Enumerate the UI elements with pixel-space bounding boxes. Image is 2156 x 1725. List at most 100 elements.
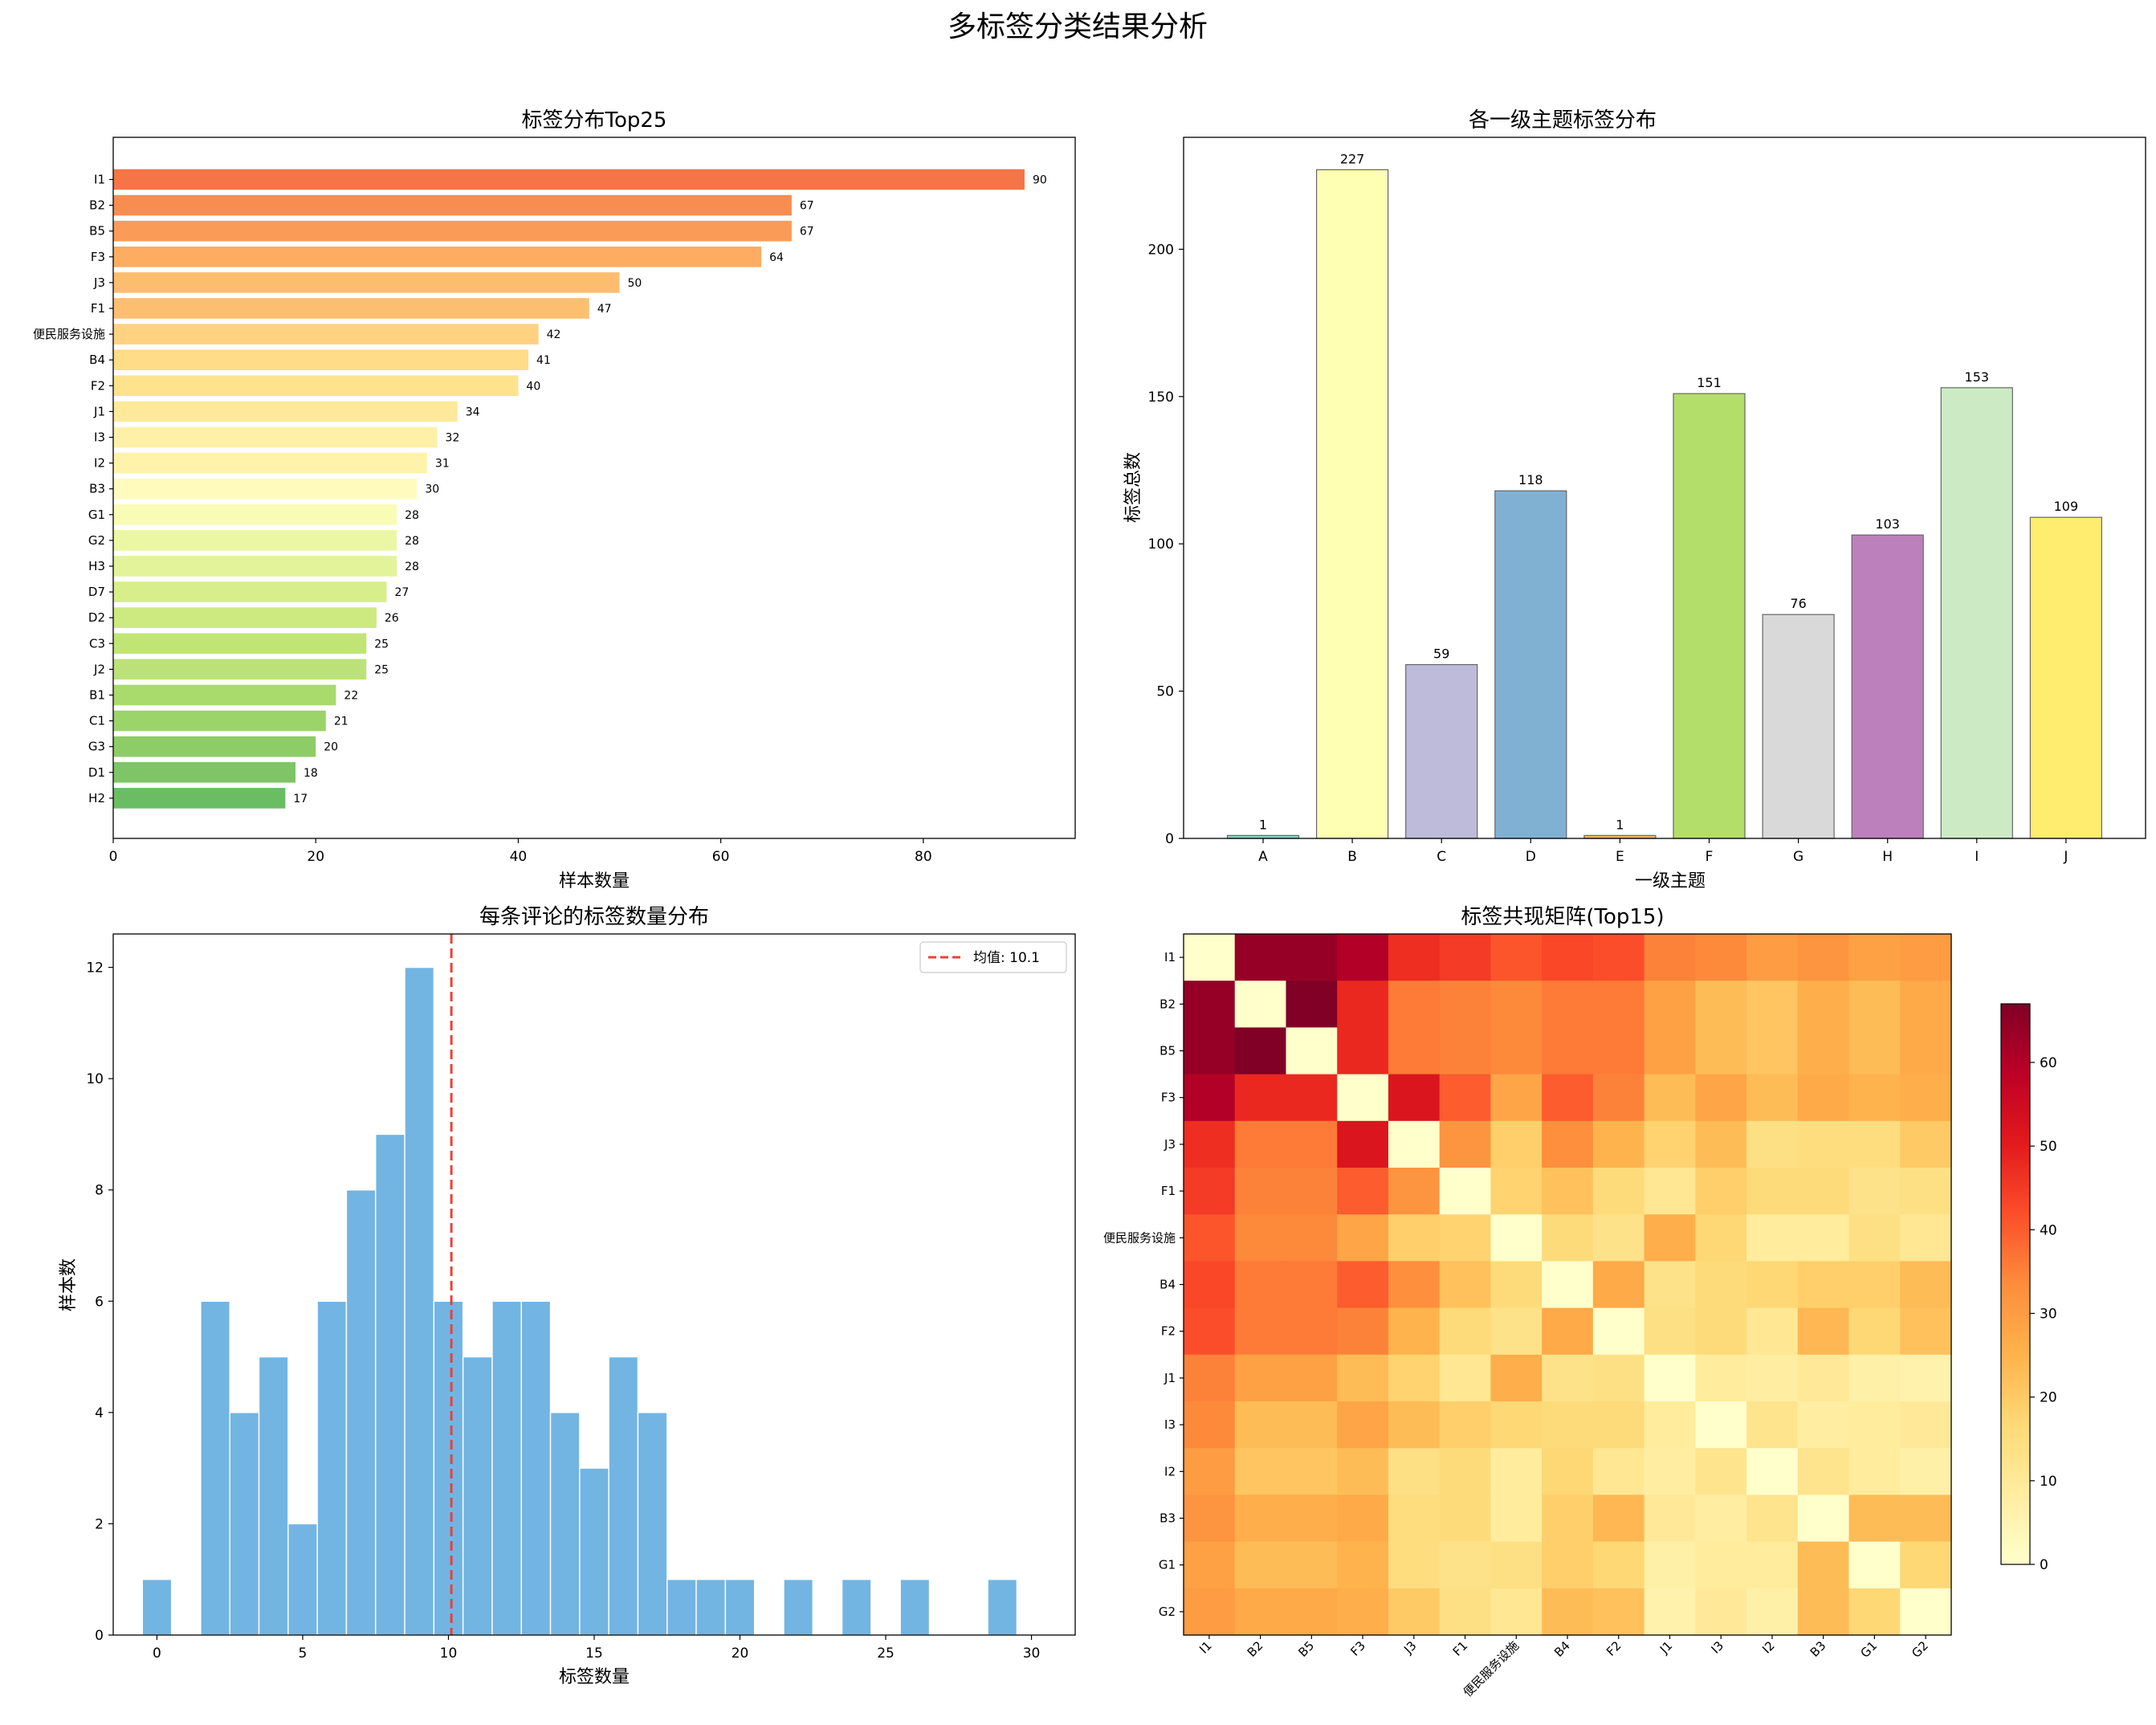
y-tick-label: F3: [91, 250, 105, 264]
heatmap-cell: [1337, 1448, 1389, 1495]
histogram-bar: [549, 1412, 581, 1636]
histogram-bar: [491, 1300, 522, 1636]
heatmap-cell: [1848, 981, 1901, 1028]
heatmap-cell: [1644, 1401, 1696, 1449]
heatmap-cell: [1337, 1541, 1389, 1589]
bar-value-label: 17: [293, 793, 308, 805]
heatmap-cell: [1695, 934, 1747, 981]
heatmap-cell: [1337, 1495, 1389, 1543]
heatmap-cell: [1644, 934, 1696, 981]
heatmap-cell: [1746, 1168, 1799, 1215]
heatmap-cell: [1592, 1354, 1645, 1402]
heatmap-cell: [1286, 1261, 1338, 1309]
bar: [113, 504, 397, 525]
histogram-bar: [841, 1579, 872, 1636]
bar: [1940, 387, 2013, 839]
heatmap-cell: [1286, 1120, 1338, 1168]
heatmap-cell: [1644, 1120, 1696, 1168]
bar: [113, 169, 1025, 190]
heatmap-cell: [1746, 1074, 1799, 1122]
heatmap-cell: [1542, 1495, 1594, 1543]
y-tick-label: 50: [1156, 684, 1174, 700]
heatmap-cell: [1337, 1074, 1389, 1122]
heatmap-cell: [1746, 1027, 1799, 1075]
heatmap-cell: [1388, 1354, 1441, 1402]
bar: [1673, 393, 1746, 839]
legend-mean-text: 均值: 10.1: [973, 950, 1040, 966]
x-tick-label: I: [1975, 849, 1979, 865]
bar: [1851, 534, 1924, 839]
heatmap-cell: [1337, 1261, 1389, 1309]
heatmap-cell: [1184, 1074, 1236, 1122]
bar-value-label: 28: [405, 509, 419, 522]
heatmap-cell: [1592, 1448, 1645, 1495]
bar: [113, 762, 295, 783]
y-tick-label: I1: [1164, 950, 1176, 964]
heatmap-cell: [1592, 1074, 1645, 1122]
heatmap-cell: [1184, 1168, 1236, 1215]
x-tick-label: J3: [1400, 1638, 1419, 1657]
x-tick-label: B4: [1551, 1638, 1573, 1660]
x-tick-label: G: [1793, 849, 1803, 865]
theme-bar-chart: 各一级主题标签分布 一级主题 标签总数 1 A 227 B 59 C 118 D 1 E 151 F 7…: [1123, 108, 2146, 891]
heatmap-cell: [1234, 1448, 1287, 1495]
x-tick-label: B3: [1808, 1638, 1829, 1660]
x-tick-label: 80: [915, 849, 932, 865]
bar-value-label: 25: [374, 638, 389, 650]
heatmap-cell: [1797, 1588, 1850, 1636]
heatmap-cell: [1439, 1214, 1491, 1262]
bar: [113, 375, 519, 397]
x-tick-label: A: [1258, 849, 1268, 865]
heatmap-cell: [1337, 934, 1389, 981]
heatmap-cell: [1848, 1588, 1901, 1636]
heatmap-cell: [1900, 1495, 1952, 1543]
bar: [1315, 169, 1389, 839]
heatmap-cell: [1286, 1354, 1338, 1402]
heatmap-cell: [1797, 1120, 1850, 1168]
x-tick-label: F2: [1604, 1638, 1624, 1659]
bar-value-label: 40: [526, 380, 540, 393]
heatmap-cell: [1234, 1541, 1287, 1589]
y-tick-label: J2: [93, 662, 105, 676]
y-tick-label: B3: [1160, 1511, 1176, 1526]
bar-value-label: 59: [1433, 646, 1449, 662]
bar-value-label: 227: [1340, 151, 1365, 166]
heatmap-cell: [1644, 1541, 1696, 1589]
heatmap-cell: [1900, 1401, 1952, 1449]
y-tick-label: I3: [1164, 1417, 1176, 1432]
heatmap-cell: [1848, 1261, 1901, 1309]
heatmap-cell: [1542, 1307, 1594, 1356]
heatmap-cell: [1746, 1541, 1799, 1589]
heatmap-cell: [1184, 1214, 1236, 1262]
heatmap-cell: [1542, 934, 1594, 981]
heatmap-cell: [1900, 934, 1952, 981]
x-axis-label: 一级主题: [1635, 871, 1706, 891]
axes-frame: [112, 933, 1076, 1636]
heatmap-cell: [1184, 1027, 1236, 1075]
heatmap-cell: [1695, 1354, 1747, 1402]
heatmap-cell: [1234, 1027, 1287, 1075]
heatmap-cell: [1900, 1168, 1952, 1215]
bar: [113, 220, 792, 242]
heatmap-cell: [1848, 934, 1901, 981]
histogram-bar: [258, 1356, 289, 1636]
heatmap-cell: [1746, 1401, 1799, 1449]
bar-value-label: 42: [547, 328, 561, 341]
bar-value-label: 64: [769, 251, 784, 264]
heatmap-cell: [1746, 1261, 1799, 1309]
heatmap-cell: [1439, 934, 1491, 981]
heatmap-cell: [1542, 1261, 1594, 1309]
heatmap-cell: [1490, 1401, 1543, 1449]
bar: [1762, 614, 1835, 839]
bar: [113, 659, 367, 680]
bar: [113, 684, 336, 706]
bar-value-label: 67: [800, 226, 814, 239]
heatmap-cell: [1695, 1027, 1747, 1075]
chart-title: 各一级主题标签分布: [1469, 108, 1657, 133]
histogram-bar: [637, 1412, 668, 1636]
histogram-bar: [899, 1579, 931, 1636]
chart-title: 每条评论的标签数量分布: [479, 905, 709, 929]
colorbar-tick-label: 30: [2040, 1306, 2057, 1322]
heatmap-cell: [1644, 1214, 1696, 1262]
